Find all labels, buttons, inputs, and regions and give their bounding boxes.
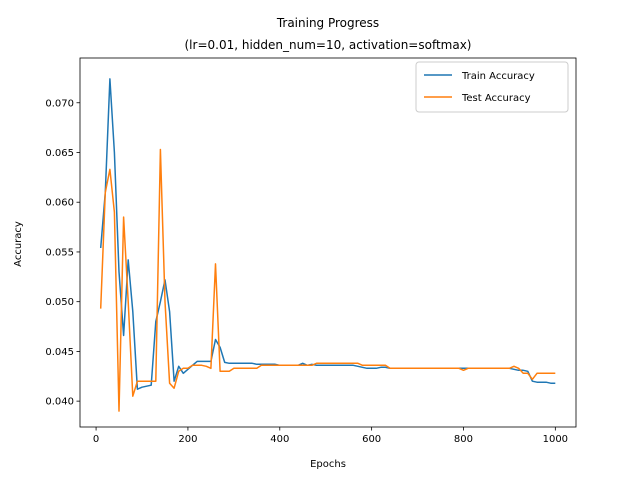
legend-box (415, 61, 569, 113)
chart-subtitle: (lr=0.01, hidden_num=10, activation=soft… (185, 38, 472, 52)
x-axis-label: Epochs (310, 459, 346, 470)
y-tick-label: 0.040 (45, 397, 74, 408)
y-tick-label: 0.060 (45, 198, 74, 209)
x-tick-label: 400 (270, 434, 289, 445)
y-tick-label: 0.065 (45, 148, 74, 159)
y-axis-label: Accuracy (13, 221, 24, 267)
x-tick-label: 1000 (543, 434, 568, 445)
y-tick-label: 0.045 (45, 347, 74, 358)
y-tick-label: 0.055 (45, 247, 74, 258)
y-tick-label: 0.070 (45, 98, 74, 109)
axes-frame (79, 57, 577, 428)
legend: Train Accuracy Test Accuracy (415, 61, 569, 113)
test-accuracy-line (99, 148, 556, 412)
y-tick-label: 0.050 (45, 297, 74, 308)
x-tick-label: 0 (93, 434, 99, 445)
legend-test-label: Test Accuracy (461, 93, 531, 104)
plot-area: 0 200 400 600 800 1000 0.040 0.045 0.050 0.055 0.0… (45, 57, 577, 445)
x-tick-label: 600 (362, 434, 381, 445)
legend-train-label: Train Accuracy (461, 71, 535, 82)
chart-title: Training Progress (276, 16, 379, 30)
x-tick-label: 200 (178, 434, 197, 445)
x-tick-label: 800 (454, 434, 473, 445)
